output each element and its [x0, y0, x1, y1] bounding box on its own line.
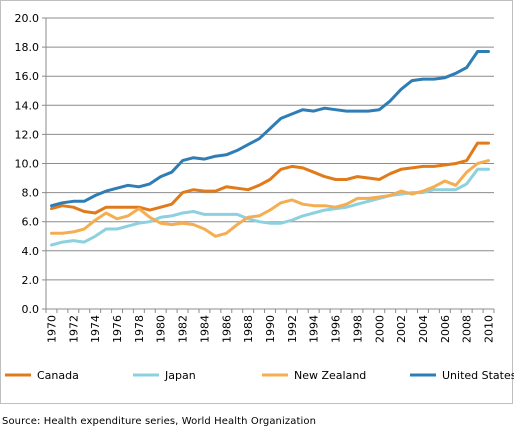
x-tick-label: 2004 [417, 315, 430, 343]
x-tick-label: 1996 [330, 315, 343, 343]
x-tick-label: 1990 [264, 315, 277, 343]
x-tick-label: 2006 [439, 315, 452, 343]
x-tick-label: 2010 [483, 315, 496, 343]
legend-canada-label: Canada [37, 369, 79, 382]
y-tick-label: 0.0 [22, 303, 40, 316]
x-tick-label: 1980 [155, 315, 168, 343]
y-tick-label: 12.0 [15, 128, 40, 141]
x-tick-label: 1986 [220, 315, 233, 343]
legend-united-states-label: United States [442, 369, 514, 382]
x-tick-label: 1998 [351, 315, 364, 343]
y-tick-label: 2.0 [22, 274, 40, 287]
x-tick-label: 1994 [308, 315, 321, 343]
legend: Canada Japan New Zealand United States [5, 369, 514, 382]
series-line-united-states [50, 50, 490, 208]
x-tick-label: 1976 [111, 315, 124, 343]
x-tick-label: 1972 [67, 315, 80, 343]
series-line-canada [50, 141, 490, 215]
line-chart: 0.02.04.06.08.010.012.014.016.018.020.0 … [5, 12, 514, 382]
y-tick-label: 10.0 [15, 158, 40, 171]
y-tick-label: 8.0 [22, 187, 40, 200]
y-tick-label: 6.0 [22, 216, 40, 229]
x-tick-label: 1992 [286, 315, 299, 343]
axes [42, 17, 495, 313]
chart-frame: 0.0 2.0 4.0 6.0 8.0 10.0 12.0 14.0 16.0 18.0 20.0 … [0, 0, 514, 404]
x-tick-label: 1982 [177, 315, 190, 343]
series-lines [50, 50, 490, 247]
legend-new-zealand-label: New Zealand [294, 369, 366, 382]
y-tick-label: 18.0 [15, 41, 40, 54]
gridlines [46, 17, 494, 281]
series-line-new-zealand [50, 159, 490, 238]
y-tick-label: 14.0 [15, 99, 40, 112]
y-tick-label: 20.0 [15, 12, 40, 25]
x-tick-label: 2000 [373, 315, 386, 343]
y-tick-label: 4.0 [22, 245, 40, 258]
x-tick-label: 1988 [242, 315, 255, 343]
legend-japan-label: Japan [164, 369, 196, 382]
y-tick-labels: 0.0 2.0 4.0 6.0 8.0 10.0 12.0 14.0 16.0 18.0 20.0 [15, 12, 40, 316]
x-tick-labels: 1970 1972 1974 1976 1978 1980 1982 1984 1986 1988… [45, 315, 495, 343]
x-tick-label: 1978 [133, 315, 146, 343]
x-tick-label: 2008 [461, 315, 474, 343]
source-note: Source: Health expenditure series, World… [2, 416, 317, 427]
x-tick-label: 1970 [45, 315, 58, 343]
x-tick-label: 2002 [395, 315, 408, 343]
y-tick-label: 16.0 [15, 70, 40, 83]
x-tick-label: 1984 [198, 315, 211, 343]
x-tick-label: 1974 [89, 315, 102, 343]
